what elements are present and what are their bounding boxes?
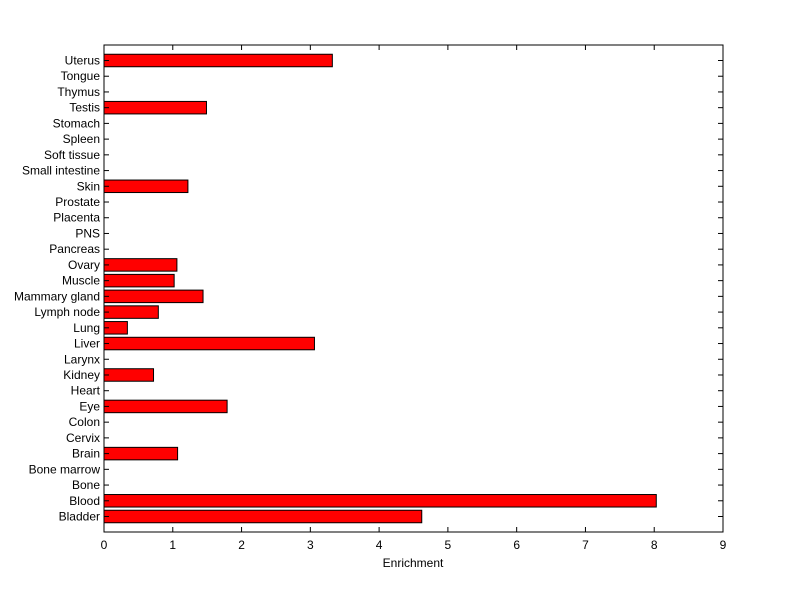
y-tick-label: Tongue [61,69,101,83]
y-tick-label: Muscle [62,274,100,288]
plot-area [103,44,724,533]
y-tick-label: Bone [72,478,100,492]
y-tick-label: Testis [69,101,100,115]
y-tick-label: Lung [73,321,100,335]
y-tick-label: Soft tissue [44,148,100,162]
bar [103,258,178,272]
y-tick-label: Ovary [68,258,100,272]
y-tick-label: Eye [79,399,100,413]
y-tick-label: Mammary gland [14,289,100,303]
y-tick-label: Kidney [63,368,100,382]
bar [103,399,228,414]
y-tick-label: Heart [71,384,101,398]
x-ticks-group: 0 1 2 3 4 5 6 7 8 9 [101,45,727,552]
bar [103,305,159,319]
x-tick-label: 6 [513,538,520,552]
y-tick-label: Cervix [66,431,100,445]
y-tick-label: Pancreas [49,242,100,256]
bar [103,446,179,461]
y-tick-label: Spleen [63,132,100,146]
bar [103,336,315,351]
y-tick-label: Stomach [53,116,100,130]
x-tick-label: 1 [169,538,176,552]
bar [103,100,207,115]
bar [103,509,423,524]
x-tick-label: 5 [445,538,452,552]
x-axis-label: Enrichment [383,556,444,570]
y-tick-label: Blood [69,494,100,508]
bar [103,53,333,68]
y-tick-label: Small intestine [22,164,100,178]
y-tick-label: Prostate [55,195,100,209]
y-tick-label: Uterus [65,54,100,68]
y-tick-label: Liver [74,337,100,351]
y-tick-label: PNS [75,226,100,240]
x-tick-label: 2 [238,538,245,552]
bar [103,368,155,382]
bar [103,179,189,194]
y-tick-label: Larynx [64,352,100,366]
x-tick-label: 3 [307,538,314,552]
x-tick-label: 9 [720,538,727,552]
y-tick-label: Bladder [59,510,100,524]
x-tick-label: 4 [376,538,383,552]
x-tick-label: 7 [582,538,589,552]
x-tick-label: 0 [101,538,108,552]
y-tick-label: Placenta [53,211,100,225]
y-tick-label: Thymus [57,85,100,99]
bar [103,494,657,508]
y-tick-label: Brain [72,447,100,461]
x-tick-label: 8 [651,538,658,552]
y-tick-label: Colon [69,415,100,429]
bar [103,273,175,288]
y-tick-label: Bone marrow [29,462,101,476]
y-tick-label: Lymph node [34,305,100,319]
bar [103,289,204,304]
y-tick-label: Skin [77,179,100,193]
